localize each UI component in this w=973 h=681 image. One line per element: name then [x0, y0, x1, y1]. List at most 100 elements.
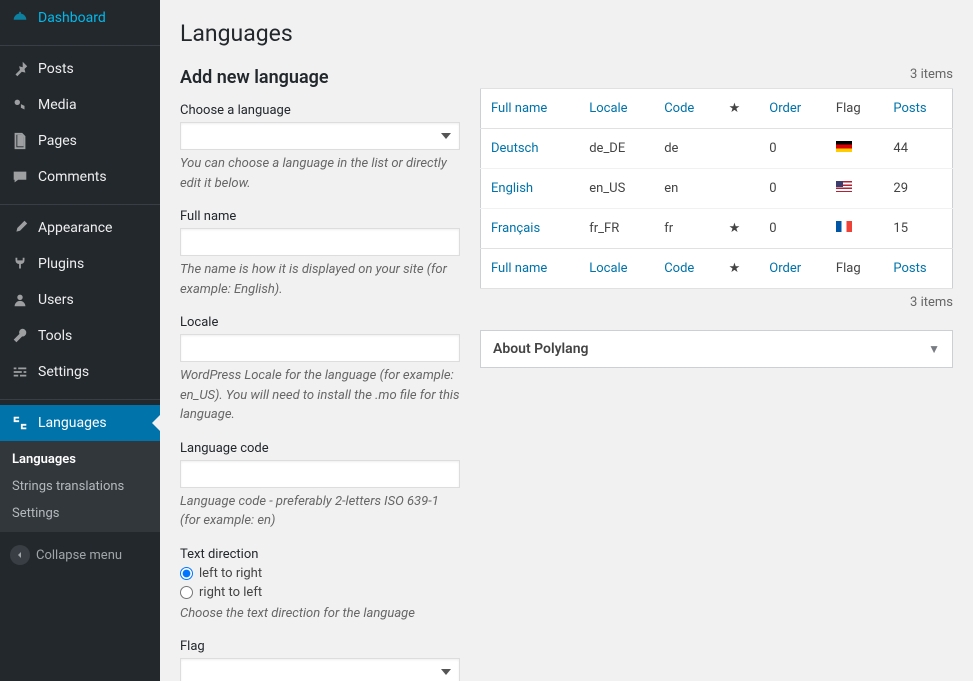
comments-icon — [10, 167, 30, 187]
about-postbox-header[interactable]: About Polylang ▼ — [481, 331, 952, 367]
rtl-label: right to left — [199, 585, 262, 600]
sidebar-item-appearance[interactable]: Appearance — [0, 210, 160, 246]
media-icon — [10, 95, 30, 115]
sidebar-item-pages[interactable]: Pages — [0, 123, 160, 159]
collapse-icon — [10, 545, 30, 565]
row-locale: en_US — [579, 169, 654, 209]
table-row: Françaisfr_FRfr★015 — [481, 209, 953, 249]
sidebar-item-tools[interactable]: Tools — [0, 318, 160, 354]
locale-label: Locale — [180, 315, 460, 330]
th-locale[interactable]: Locale — [589, 101, 627, 116]
submenu-item-languages[interactable]: Languages — [0, 446, 160, 473]
fullname-desc: The name is how it is displayed on your … — [180, 260, 460, 299]
row-order: 0 — [759, 209, 826, 249]
choose-language-select[interactable] — [180, 122, 460, 150]
sidebar-item-label: Plugins — [38, 256, 84, 272]
add-language-form: Add new language Choose a language You c… — [180, 67, 460, 681]
fullname-input[interactable] — [180, 228, 460, 256]
row-default — [719, 169, 760, 209]
tf-order[interactable]: Order — [769, 261, 801, 276]
sidebar-item-dashboard[interactable]: Dashboard — [0, 0, 160, 36]
brush-icon — [10, 218, 30, 238]
tf-code[interactable]: Code — [664, 261, 694, 276]
row-locale: fr_FR — [579, 209, 654, 249]
submenu-item-strings[interactable]: Strings translations — [0, 473, 160, 500]
pin-icon — [10, 59, 30, 79]
collapse-menu-button[interactable]: Collapse menu — [0, 537, 160, 573]
sidebar-item-plugins[interactable]: Plugins — [0, 246, 160, 282]
dashboard-icon — [10, 8, 30, 28]
fullname-label: Full name — [180, 209, 460, 224]
star-icon: ★ — [729, 221, 741, 236]
about-postbox: About Polylang ▼ — [480, 330, 953, 368]
flag-label: Flag — [180, 639, 460, 654]
row-order: 0 — [759, 169, 826, 209]
row-name-link[interactable]: English — [491, 181, 533, 196]
sidebar-item-settings[interactable]: Settings — [0, 354, 160, 390]
row-name-link[interactable]: Deutsch — [491, 141, 539, 156]
sidebar-item-label: Users — [38, 292, 74, 308]
user-icon — [10, 290, 30, 310]
ltr-label: left to right — [199, 566, 262, 581]
sidebar-item-label: Appearance — [38, 220, 112, 236]
row-default: ★ — [719, 209, 760, 249]
page-title: Languages — [180, 20, 953, 47]
sidebar-item-users[interactable]: Users — [0, 282, 160, 318]
ltr-radio[interactable] — [180, 567, 193, 580]
sidebar-item-label: Posts — [38, 61, 74, 77]
sidebar-item-label: Tools — [38, 328, 72, 344]
sidebar-item-posts[interactable]: Posts — [0, 51, 160, 87]
star-icon: ★ — [729, 101, 741, 116]
th-fullname[interactable]: Full name — [491, 101, 547, 116]
rtl-radio[interactable] — [180, 586, 193, 599]
sidebar-item-label: Comments — [38, 169, 107, 185]
direction-label: Text direction — [180, 547, 460, 562]
th-code[interactable]: Code — [664, 101, 694, 116]
sliders-icon — [10, 362, 30, 382]
collapse-label: Collapse menu — [36, 548, 122, 563]
row-name-link[interactable]: Français — [491, 221, 540, 236]
languages-table: Full name Locale Code ★ Order Flag Posts… — [480, 88, 953, 289]
sidebar-item-label: Media — [38, 97, 77, 113]
row-code: de — [654, 129, 718, 169]
flag-us-icon — [836, 181, 852, 192]
code-label: Language code — [180, 441, 460, 456]
th-default: ★ — [719, 89, 760, 129]
row-flag — [826, 129, 883, 169]
sidebar-item-comments[interactable]: Comments — [0, 159, 160, 195]
code-input[interactable] — [180, 460, 460, 488]
row-posts: 29 — [883, 169, 952, 209]
submenu-item-settings[interactable]: Settings — [0, 500, 160, 527]
menu-separator — [0, 395, 160, 400]
locale-input[interactable] — [180, 334, 460, 362]
direction-desc: Choose the text direction for the langua… — [180, 604, 460, 624]
sidebar-item-languages[interactable]: Languages — [0, 405, 160, 441]
tf-posts[interactable]: Posts — [893, 261, 926, 276]
menu-separator — [0, 200, 160, 205]
star-icon: ★ — [729, 261, 741, 276]
items-count-top: 3 items — [480, 67, 953, 82]
row-default — [719, 129, 760, 169]
tf-default: ★ — [719, 249, 760, 289]
flag-de-icon — [836, 141, 852, 152]
row-code: en — [654, 169, 718, 209]
sidebar-item-media[interactable]: Media — [0, 87, 160, 123]
chevron-down-icon: ▼ — [928, 342, 940, 356]
main-content: Languages Add new language Choose a lang… — [160, 0, 973, 681]
row-flag — [826, 209, 883, 249]
sidebar-item-label: Languages — [38, 415, 107, 431]
locale-desc: WordPress Locale for the language (for e… — [180, 366, 460, 425]
choose-language-desc: You can choose a language in the list or… — [180, 154, 460, 193]
th-order[interactable]: Order — [769, 101, 801, 116]
code-desc: Language code - preferably 2-letters ISO… — [180, 492, 460, 531]
sidebar-submenu: Languages Strings translations Settings — [0, 441, 160, 532]
tf-fullname[interactable]: Full name — [491, 261, 547, 276]
th-flag: Flag — [826, 89, 883, 129]
form-heading: Add new language — [180, 67, 460, 88]
flag-select[interactable] — [180, 658, 460, 681]
row-order: 0 — [759, 129, 826, 169]
sidebar-item-label: Settings — [38, 364, 89, 380]
table-row: English en_USen 0 29 — [481, 169, 953, 209]
th-posts[interactable]: Posts — [893, 101, 926, 116]
tf-locale[interactable]: Locale — [589, 261, 627, 276]
